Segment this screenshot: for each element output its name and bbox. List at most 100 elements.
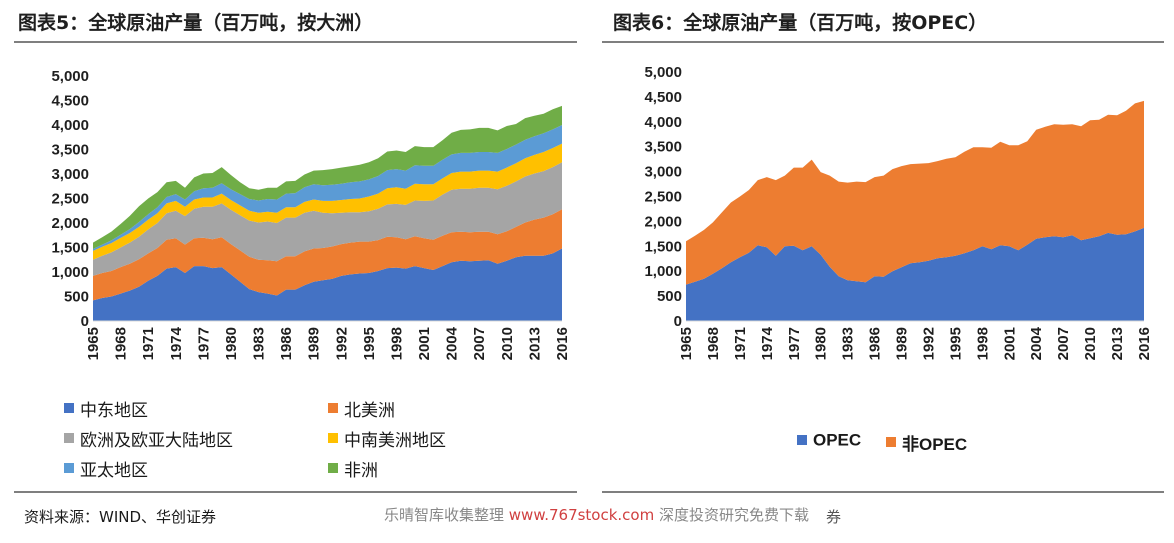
x-tick-label: 2007 [471,327,488,360]
x-tick-label: 2016 [554,327,571,360]
x-tick-label: 1968 [705,327,722,360]
x-tick-label: 1989 [306,327,323,360]
legend-item-north-america: 北美洲 [328,396,395,421]
legend-swatch [64,462,74,473]
x-tick-label: 2013 [1109,327,1126,360]
x-tick-label: 1971 [140,327,157,360]
x-tick-label: 1983 [840,327,857,360]
legend-swatch [328,402,338,413]
x-tick-label: 2001 [416,327,433,360]
watermark-text: 乐晴智库收集整理 www.767stock.com 深度投资研究免费下载 [384,504,809,525]
series-area-0-1 [93,209,562,301]
watermark-url[interactable]: www.767stock.com [508,506,655,524]
legend-item-latin-america: 中南美洲地区 [328,426,446,451]
legend-label: 北美洲 [344,401,395,421]
y-tick-label: 1,500 [51,240,89,257]
y-tick-label: 500 [64,289,89,306]
legend-swatch [64,402,74,413]
left-bottom-rule [14,491,577,493]
y-tick-label: 2,500 [644,189,682,206]
x-tick-label: 1992 [920,327,937,360]
y-tick-label: 500 [657,288,682,305]
y-tick-label: 2,500 [51,191,89,208]
x-tick-label: 1980 [813,327,830,360]
y-tick-label: 5,000 [644,64,682,81]
x-tick-label: 1995 [947,327,964,360]
legend-label: 欧洲及欧亚大陆地区 [80,431,233,451]
right-bottom-rule [602,491,1164,493]
legend-swatch [64,432,74,443]
legend-item-asia-pacific: 亚太地区 [64,456,148,481]
x-tick-label: 2013 [526,327,543,360]
legend-item-middle-east: 中东地区 [64,396,148,421]
legend-label: 非OPEC [902,435,968,454]
x-tick-label: 2007 [1055,327,1072,360]
x-tick-label: 1977 [195,327,212,360]
series-area-1-0 [686,227,1144,321]
right-chart-title: 图表6：全球原油产量（百万吨，按OPEC） [613,12,988,34]
series-area-0-2 [93,162,562,276]
x-tick-label: 2004 [444,326,461,360]
x-tick-label: 1974 [759,326,776,360]
legend-swatch [328,462,338,473]
x-tick-label: 1989 [894,327,911,360]
x-tick-label: 1998 [974,327,991,360]
series-area-0-5 [93,105,562,250]
x-tick-label: 2004 [1028,326,1045,360]
x-tick-label: 1971 [732,327,749,360]
y-tick-label: 5,000 [51,68,89,85]
x-tick-label: 2010 [499,327,516,360]
legend-label: 中南美洲地区 [344,431,446,451]
y-tick-label: 3,000 [644,164,682,181]
source-note: 资料来源：WIND、华创证券 [24,508,217,526]
x-tick-label: 1986 [278,327,295,360]
y-tick-label: 4,000 [644,114,682,131]
x-tick-label: 1965 [85,327,102,360]
left-chart-title: 图表5：全球原油产量（百万吨，按大洲） [18,12,374,34]
x-tick-label: 1968 [113,327,130,360]
series-area-0-3 [93,143,562,260]
y-tick-label: 0 [81,313,89,330]
y-tick-label: 2,000 [644,213,682,230]
legend-item-africa: 非洲 [328,456,378,481]
right-title-rule [602,41,1164,43]
legend-swatch [886,436,896,447]
x-tick-label: 2001 [1001,327,1018,360]
y-tick-label: 2,000 [51,215,89,232]
x-tick-label: 1974 [168,326,185,360]
x-tick-label: 1977 [786,327,803,360]
x-tick-label: 1986 [867,327,884,360]
y-tick-label: 4,000 [51,117,89,134]
x-tick-label: 1983 [251,327,268,360]
footer-tail-text: 券 [826,508,842,526]
legend-item-opec: OPEC [797,430,861,451]
series-area-0-4 [93,125,562,251]
legend-label: OPEC [813,430,862,450]
y-tick-label: 1,500 [644,238,682,255]
x-tick-label: 2016 [1136,327,1153,360]
watermark-prefix: 乐晴智库收集整理 [384,506,509,524]
x-tick-label: 1992 [333,327,350,360]
series-area-0-0 [93,248,562,321]
legend-label: 中东地区 [80,401,148,421]
watermark-suffix: 深度投资研究免费下载 [654,506,809,524]
opec-area-chart: 0 500 1,000 1,500 2,000 2,500 3,000 3,500 4,000 4… [644,64,1153,360]
x-tick-label: 1965 [678,327,695,360]
x-tick-label: 1995 [361,327,378,360]
y-tick-label: 4,500 [644,89,682,106]
legend-item-non-opec: 非OPEC [886,430,967,455]
legend-swatch [797,434,807,445]
y-tick-label: 0 [674,313,682,330]
legend-label: 非洲 [344,461,378,481]
y-tick-label: 3,500 [644,139,682,156]
y-tick-label: 3,500 [51,142,89,159]
y-tick-label: 1,000 [644,263,682,280]
y-tick-label: 3,000 [51,166,89,183]
x-tick-label: 2010 [1082,327,1099,360]
y-tick-label: 1,000 [51,264,89,281]
legend-swatch [328,432,338,443]
legend-item-europe-eurasia: 欧洲及欧亚大陆地区 [64,426,233,451]
y-tick-label: 4,500 [51,93,89,110]
left-title-rule [14,41,577,43]
